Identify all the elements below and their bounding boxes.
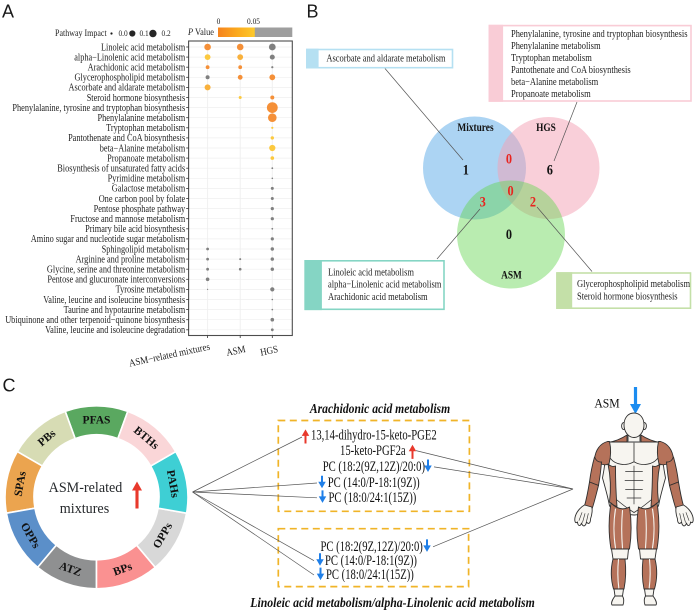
svg-text:P Value: P Value [187,26,214,37]
svg-text:Pathway Impact: Pathway Impact [55,27,107,38]
svg-text:PC (18:0/24:1(15Z)): PC (18:0/24:1(15Z)) [326,567,414,583]
svg-text:Pentose and glucuronate interc: Pentose and glucuronate interconversions [47,274,185,285]
svg-text:PC (14:0/P-18:1(9Z)): PC (14:0/P-18:1(9Z)) [328,475,420,491]
svg-text:beta−Alanine metabolism: beta−Alanine metabolism [100,143,185,154]
svg-text:Biosynthesis of unsaturated fa: Biosynthesis of unsaturated fatty acids [57,163,185,174]
svg-text:mixtures: mixtures [60,501,110,518]
svg-text:Linoleic acid metabolism: Linoleic acid metabolism [101,42,185,53]
svg-text:ASM: ASM [501,268,522,281]
svg-text:Pantothenate and CoA biosynthe: Pantothenate and CoA biosynthesis [511,64,631,76]
svg-text:Phenylalanine, tyrosine and tr: Phenylalanine, tyrosine and tryptophan b… [511,28,688,40]
svg-text:ASM: ASM [225,344,247,360]
svg-text:Sphingolipid metabolism: Sphingolipid metabolism [102,244,186,255]
svg-text:Arginine and proline metabolis: Arginine and proline metabolism [76,254,186,265]
svg-text:Galactose metabolism: Galactose metabolism [112,183,185,194]
svg-text:Glycerophospholipid metabolism: Glycerophospholipid metabolism [577,278,691,290]
svg-text:0.2: 0.2 [161,28,170,38]
svg-text:Pyrimidine metabolism: Pyrimidine metabolism [108,173,186,184]
svg-text:Phenylalanine metabolism: Phenylalanine metabolism [511,40,601,52]
svg-text:15-keto-PGF2a: 15-keto-PGF2a [340,442,406,458]
svg-text:alpha−Linolenic acid metabolis: alpha−Linolenic acid metabolism [328,279,442,291]
svg-text:Taurine and hypotaurine metabo: Taurine and hypotaurine metabolism [64,304,186,315]
svg-text:Propanoate metabolism: Propanoate metabolism [107,153,185,164]
svg-text:0: 0 [506,226,512,242]
svg-text:Ubiquinone and other terpenoid: Ubiquinone and other terpenoid−quinone b… [5,314,185,325]
svg-text:Valine, leucine and isoleucine: Valine, leucine and isoleucine biosynthe… [43,294,185,305]
svg-text:Ascorbate and aldarate metabol: Ascorbate and aldarate metabolism [69,82,186,93]
svg-text:B: B [307,1,319,21]
svg-text:Mixtures: Mixtures [457,121,493,134]
svg-text:ASM: ASM [594,396,619,411]
svg-text:PC (18:0/24:1(15Z)): PC (18:0/24:1(15Z)) [329,489,417,505]
svg-text:A: A [2,1,14,21]
svg-text:Valine, leucine and isoleucine: Valine, leucine and isoleucine degradati… [45,324,185,335]
svg-text:Arachidonic acid metabolism: Arachidonic acid metabolism [88,62,186,73]
svg-text:alpha−Linolenic acid metabolis: alpha−Linolenic acid metabolism [74,52,185,63]
svg-text:0.05: 0.05 [247,16,260,25]
svg-text:PC (18:2(9Z,12Z)/20:0): PC (18:2(9Z,12Z)/20:0) [323,459,425,475]
svg-text:Ascorbate and aldarate metabol: Ascorbate and aldarate metabolism [326,53,446,65]
svg-text:0: 0 [217,16,221,25]
svg-text:ASM-related: ASM-related [49,480,123,497]
svg-text:Tryptophan metabolism: Tryptophan metabolism [511,52,592,64]
svg-text:Arachidonic acid metabolism: Arachidonic acid metabolism [309,401,450,416]
svg-text:Primary bile acid biosynthesis: Primary bile acid biosynthesis [85,223,185,234]
svg-text:SPAs: SPAs [13,470,29,498]
svg-text:HGS: HGS [259,344,279,359]
svg-text:PFAS: PFAS [83,414,111,426]
svg-text:Pentose phosphate pathway: Pentose phosphate pathway [94,203,186,214]
svg-text:Arachidonic acid metabolism: Arachidonic acid metabolism [328,291,428,303]
svg-text:Tyrosine metabolism: Tyrosine metabolism [116,284,186,295]
svg-text:Linoleic acid metabolism: Linoleic acid metabolism [328,267,414,279]
svg-text:3: 3 [480,194,486,210]
svg-text:Pantothenate and CoA biosynthe: Pantothenate and CoA biosynthesis [68,132,186,143]
svg-text:PC (18:2(9Z,12Z)/20:0): PC (18:2(9Z,12Z)/20:0) [320,538,422,554]
svg-text:Linoleic acid metabolism/alpha: Linoleic acid metabolism/alpha-Linolenic… [249,595,535,610]
svg-text:6: 6 [547,162,553,178]
svg-text:Fructose and mannose metabolis: Fructose and mannose metabolism [70,213,185,224]
svg-text:Steroid hormone biosynthesis: Steroid hormone biosynthesis [577,291,678,303]
svg-text:0.0: 0.0 [119,28,128,38]
svg-text:Glycine, serine and threonine: Glycine, serine and threonine metabolism [47,264,185,275]
svg-text:beta−Alanine metabolism: beta−Alanine metabolism [511,76,599,88]
svg-text:Amino sugar and nucleotide sug: Amino sugar and nucleotide sugar metabol… [31,233,185,244]
svg-text:HGS: HGS [536,121,556,134]
svg-text:C: C [3,376,16,396]
svg-text:13,14-dihydro-15-keto-PGE2: 13,14-dihydro-15-keto-PGE2 [311,427,437,443]
svg-text:Propanoate metabolism: Propanoate metabolism [511,88,591,100]
svg-text:PAHs: PAHs [164,469,181,499]
svg-text:PC (14:0/P-18:1(9Z)): PC (14:0/P-18:1(9Z)) [325,552,417,568]
svg-text:0: 0 [506,151,512,167]
svg-text:Phenylalanine, tyrosine and tr: Phenylalanine, tyrosine and tryptophan b… [12,102,185,113]
svg-text:One carbon pool by folate: One carbon pool by folate [99,193,185,204]
svg-text:Tryptophan metabolism: Tryptophan metabolism [106,122,185,133]
svg-text:0.1: 0.1 [139,28,148,38]
svg-text:2: 2 [530,194,536,210]
svg-text:Steroid hormone biosynthesis: Steroid hormone biosynthesis [87,92,186,103]
svg-text:Phenylalanine metabolism: Phenylalanine metabolism [98,112,186,123]
svg-text:Glycerophospholipid metabolism: Glycerophospholipid metabolism [75,72,186,83]
svg-text:0: 0 [508,183,514,199]
svg-text:1: 1 [463,162,469,178]
